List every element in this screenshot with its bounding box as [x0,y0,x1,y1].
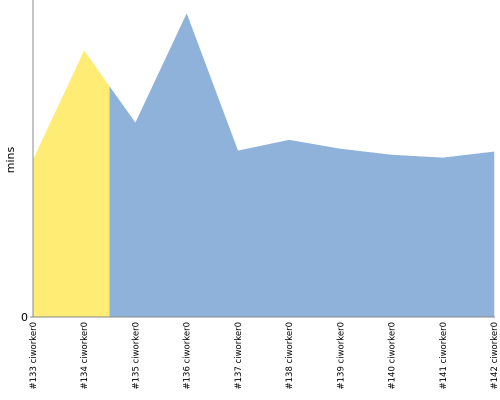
x-tick-label: #134 ciworker0 [80,322,90,389]
area-segment [109,68,162,318]
x-tick-label: #135 ciworker0 [131,322,141,389]
area-segment [160,13,213,318]
area-segment [58,50,111,318]
x-tick-label: #133 ciworker0 [29,322,39,389]
x-tick-label: #142 ciworker0 [490,322,500,389]
x-tick-label: #136 ciworker0 [183,322,193,389]
y-tick-label: 0 [21,311,28,324]
x-tick-label: #141 ciworker0 [439,322,449,389]
area-segment [416,154,469,318]
x-tick-label: #137 ciworker0 [234,322,244,389]
x-tick-label: #140 ciworker0 [388,322,398,389]
x-tick-label: #138 ciworker0 [285,322,295,389]
area-segment [365,151,418,318]
x-tick-label: #139 ciworker0 [336,322,346,389]
area-segment [314,144,367,318]
y-axis-label: mins [4,146,17,173]
area-segment [468,151,495,318]
area-segment [263,139,315,318]
area-segment [32,105,59,318]
area-segment [212,82,264,318]
